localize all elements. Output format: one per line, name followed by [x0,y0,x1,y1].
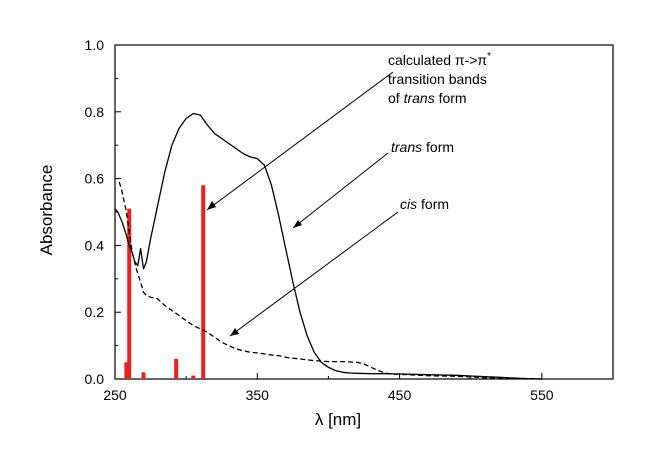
trans-form-label-italic: trans [391,139,422,155]
trans-form-label-suffix: form [422,139,454,155]
trans-form-label: trans form [391,139,454,155]
calculated-label-line2: transition bands [388,71,487,87]
y-axis-ticks: 0.0 0.2 0.4 0.6 0.8 1.0 [85,37,121,387]
calculated-label-line3-italic: trans [404,90,435,106]
calculated-label-line3-prefix: of [388,90,404,106]
transition-bar [127,208,132,379]
y-tick-label: 0.4 [85,237,105,253]
x-axis-ticks: 250 350 450 550 [103,373,614,403]
trans-form-curve [114,112,542,380]
plot-border [114,44,614,380]
y-tick-label: 0.8 [85,104,105,120]
cis-arrow-head [230,328,239,336]
calculated-arrow-line [206,71,394,211]
x-axis-title: λ [nm] [315,410,361,429]
calculated-label-line1: calculated π->π* [388,51,491,68]
cis-form-curve [118,181,542,380]
transition-bar [174,358,179,379]
transition-bar [191,375,196,379]
y-tick-label: 0.2 [85,304,105,320]
x-tick-label: 450 [388,387,412,403]
y-tick-label: 0.0 [85,371,105,387]
calculated-label-line1-text: calculated π->π [388,52,487,68]
x-tick-label: 550 [530,387,554,403]
transition-bars [124,185,206,379]
calculated-label-line3-suffix: form [435,90,467,106]
calculated-arrow-head [207,201,216,210]
plot-frame [114,44,614,380]
annotations: calculated π->π* transition bands of tra… [206,51,491,337]
x-tick-label: 250 [103,387,127,403]
trans-arrow-head [293,220,302,228]
cis-form-label: cis form [400,196,449,212]
x-tick-label: 350 [246,387,270,403]
transition-bar [201,185,206,379]
cis-arrow-line [229,211,399,337]
cis-form-label-suffix: form [417,196,449,212]
y-tick-label: 0.6 [85,171,105,187]
transition-bar [124,362,129,379]
transition-bar [141,372,146,379]
y-axis-title: Absorbance [37,165,56,256]
calculated-label-line3: of trans form [388,90,467,106]
y-tick-label: 1.0 [85,37,105,53]
cis-form-label-italic: cis [400,196,417,212]
absorbance-curves [114,112,542,380]
calculated-label-superscript: * [487,51,491,62]
trans-arrow-line [292,152,389,229]
